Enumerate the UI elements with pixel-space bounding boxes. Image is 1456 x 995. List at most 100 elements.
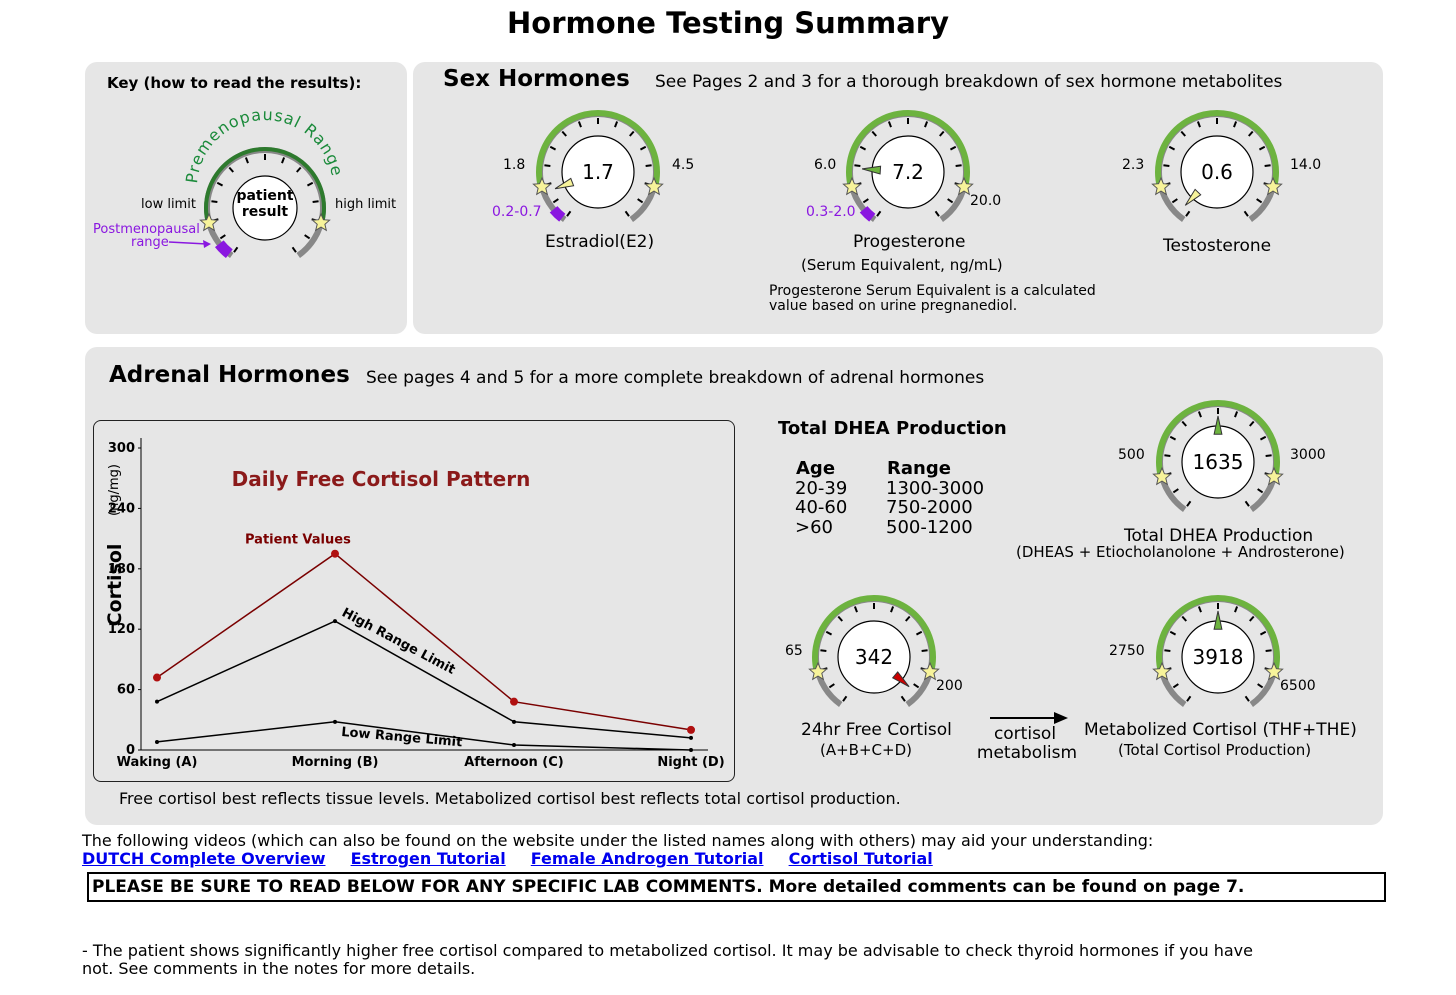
- testosterone-gauge-tick: [1171, 198, 1178, 204]
- free-cortisol-gauge-tick: [921, 649, 928, 653]
- estradiol-gauge-tick: [637, 198, 644, 204]
- link-cortisol-tutorial[interactable]: Cortisol Tutorial: [788, 849, 933, 868]
- testosterone-name: Testosterone: [1163, 236, 1272, 256]
- testosterone-gauge: 0.6: [1151, 110, 1283, 222]
- key-low-limit: low limit: [141, 197, 196, 212]
- progesterone-value: 7.2: [892, 160, 924, 184]
- free-cortisol-gauge-tick: [900, 695, 906, 702]
- progesterone-gauge-tick: [876, 210, 882, 217]
- key-postmeno-line2: range: [131, 235, 169, 250]
- metabolized-cortisol-gauge-high-star: [1264, 661, 1284, 681]
- chart-xtick-label: Waking (A): [117, 755, 198, 770]
- progesterone-gauge-range-arc: [846, 110, 970, 189]
- chart-series-line: [156, 552, 692, 731]
- key-tick: [296, 166, 302, 173]
- testosterone-gauge-result-pointer: [1184, 188, 1202, 206]
- progesterone-gauge-tick: [939, 130, 945, 137]
- dhea-gauge-result-pointer: [1213, 415, 1223, 435]
- key-tick: [216, 181, 224, 187]
- testosterone-gauge-tick: [1196, 121, 1201, 128]
- free-cortisol-low: 65: [785, 643, 803, 659]
- chart-ytick-label: 0: [126, 743, 135, 758]
- metabolized-cortisol-gauge-low-star: [1152, 661, 1172, 681]
- chart-point: [689, 748, 693, 752]
- chart-point: [687, 725, 695, 734]
- testosterone-gauge-tick: [1163, 164, 1170, 168]
- progesterone-gauge-tick: [871, 130, 877, 137]
- progesterone-gauge-result-pointer: [861, 165, 882, 175]
- metabolized-cortisol-gauge-tick: [1181, 615, 1187, 622]
- key-title: Key (how to read the results):: [107, 74, 362, 92]
- estradiol-gauge-tick: [544, 164, 551, 168]
- dhea-table-title: Total DHEA Production: [778, 418, 1007, 439]
- estradiol-gauge-tick: [645, 164, 652, 168]
- dhea-row-3-range: 500-1200: [886, 517, 973, 538]
- chart-point: [155, 699, 159, 704]
- dhea-row-2-range: 750-2000: [886, 497, 973, 518]
- key-tick: [244, 157, 249, 164]
- chart-series-label-patient: Patient Values: [245, 533, 351, 548]
- estradiol-gauge-tick: [549, 145, 557, 151]
- comment-line1: - The patient shows significantly higher…: [82, 941, 1253, 960]
- estradiol-gauge-result-pointer: [554, 177, 575, 190]
- comment-line2: not. See comments in the notes for more …: [82, 959, 476, 978]
- dhea-gauge-tick: [1249, 420, 1255, 427]
- cortisol-chart: Daily Free Cortisol Pattern Cortisol (ng…: [104, 438, 725, 770]
- key-tick: [228, 166, 234, 173]
- free-cortisol-gauge-high-star: [920, 661, 940, 681]
- adrenal-footnote: Free cortisol best reflects tissue level…: [119, 789, 901, 808]
- arrow-label-line2: metabolism: [976, 743, 1078, 763]
- chart-ylabel: Cortisol: [104, 544, 126, 627]
- video-links: DUTCH Complete Overview Estrogen Tutoria…: [82, 849, 933, 868]
- progesterone-low: 6.0: [814, 157, 837, 173]
- key-tick: [281, 157, 286, 164]
- chart-xtick-label: Night (D): [657, 755, 724, 770]
- dhea-name: Total DHEA Production: [1124, 526, 1314, 546]
- key-tick: [291, 246, 297, 253]
- key-high-star: [311, 212, 331, 232]
- estradiol-gauge-tick: [561, 130, 567, 137]
- free-cortisol-gauge-tick: [913, 683, 920, 689]
- dhea-gauge-tick: [1234, 411, 1239, 418]
- progesterone-gauge-tick: [934, 210, 940, 217]
- progesterone-note-line1: Progesterone Serum Equivalent is a calcu…: [769, 283, 1096, 299]
- chart-ytick-label: 180: [108, 562, 135, 577]
- link-dutch-overview[interactable]: DUTCH Complete Overview: [82, 849, 326, 868]
- progesterone-gauge-tick: [854, 164, 861, 168]
- estradiol-high: 4.5: [672, 157, 695, 173]
- estradiol-gauge-tick: [624, 210, 630, 217]
- dhea-row-1-range: 1300-3000: [886, 478, 985, 499]
- estradiol-gauge-tick: [614, 121, 619, 128]
- estradiol-name: Estradiol(E2): [545, 232, 655, 252]
- dhea-gauge-tick: [1265, 454, 1272, 458]
- link-estrogen-tutorial[interactable]: Estrogen Tutorial: [350, 849, 506, 868]
- chart-point: [689, 735, 693, 740]
- link-female-androgen-tutorial[interactable]: Female Androgen Tutorial: [530, 849, 764, 868]
- dhea-gauge-tick: [1197, 411, 1202, 418]
- metabolized-sub: (Total Cortisol Production): [1118, 741, 1312, 759]
- testosterone-gauge-tick: [1264, 164, 1271, 168]
- free-cortisol-gauge: 342: [808, 595, 940, 707]
- dhea-gauge-tick: [1169, 435, 1177, 441]
- sex-hormones-title: Sex Hormones: [443, 66, 630, 92]
- progesterone-gauge-tick: [887, 121, 892, 128]
- chart-point: [512, 742, 516, 747]
- metabolized-cortisol-gauge-tick: [1186, 695, 1192, 702]
- testosterone-result-circle: [1180, 135, 1254, 209]
- free-cortisol-result-circle: [837, 620, 911, 694]
- warning-text: PLEASE BE SURE TO READ BELOW FOR ANY SPE…: [92, 877, 1245, 897]
- chart-ytick-label: 120: [108, 622, 135, 637]
- metabolized-cortisol-gauge-tick: [1164, 649, 1171, 653]
- chart-title: Daily Free Cortisol Pattern: [232, 467, 531, 491]
- key-tick: [233, 246, 239, 253]
- key-postmeno-line1: Postmenopausal: [93, 222, 200, 237]
- dhea-low: 500: [1118, 447, 1145, 463]
- chart-point: [153, 673, 161, 682]
- dhea-gauge-tick: [1244, 500, 1250, 507]
- progesterone-name: Progesterone: [853, 232, 966, 252]
- sex-hormones-note: See Pages 2 and 3 for a thorough breakdo…: [655, 72, 1283, 92]
- progesterone-gauge-tick: [947, 198, 954, 204]
- arrow-label-line1: cortisol: [993, 724, 1057, 744]
- metabolized-high: 6500: [1280, 678, 1316, 694]
- chart-point: [333, 719, 337, 724]
